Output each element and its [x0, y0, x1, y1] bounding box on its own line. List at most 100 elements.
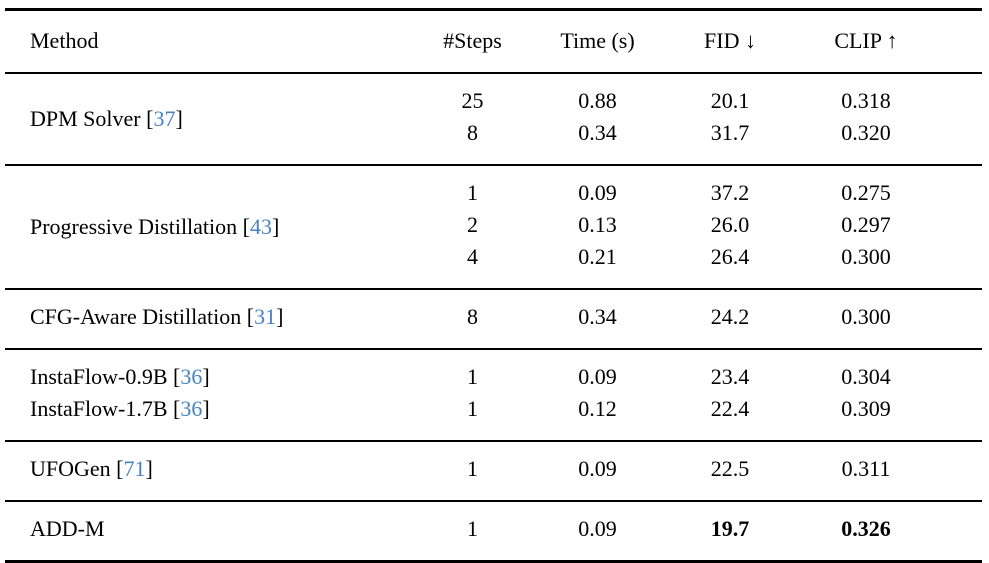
table-row: CFG-Aware Distillation 31 8 0.34 24.2 0.… — [5, 289, 982, 349]
cell-clip: 0.318 — [841, 88, 891, 113]
method-label: CFG-Aware Distillation — [30, 304, 242, 329]
cell-time: 0.12 — [578, 396, 617, 421]
cell-steps: 25 — [461, 88, 484, 113]
citation: 43 — [243, 214, 280, 239]
row-spacer — [937, 349, 982, 393]
citation-link[interactable]: 31 — [254, 304, 277, 329]
cell-clip-best: 0.326 — [841, 516, 891, 541]
method-cell: ADD-M — [5, 501, 415, 562]
row-spacer — [937, 289, 982, 349]
cell-fid: 37.2 — [710, 180, 750, 205]
cell-fid: 23.4 — [710, 364, 750, 389]
cell-clip: 0.311 — [841, 456, 891, 481]
table-row: ADD-M 1 0.09 19.7 0.326 — [5, 501, 982, 562]
cell-time: 0.09 — [578, 456, 617, 481]
method-label: ADD-M — [30, 516, 105, 541]
citation-link[interactable]: 36 — [180, 396, 203, 421]
column-header-steps: #Steps — [443, 28, 502, 53]
cell-steps: 1 — [467, 456, 478, 481]
section-cfg-aware-distillation: CFG-Aware Distillation 31 8 0.34 24.2 0.… — [5, 289, 982, 349]
citation: 36 — [173, 364, 210, 389]
cell-fid: 26.0 — [710, 212, 750, 237]
cell-clip: 0.300 — [841, 304, 891, 329]
header-row: Method #Steps Time (s) FID ↓ CLIP ↑ — [5, 10, 982, 74]
method-cell: UFOGen 71 — [5, 441, 415, 501]
cell-time: 0.21 — [578, 244, 617, 269]
cell-time: 0.34 — [578, 120, 617, 145]
cell-time: 0.88 — [578, 88, 617, 113]
column-header-fid: FID ↓ — [704, 28, 756, 53]
section-dpm-solver: DPM Solver 37 25 0.88 20.1 0.318 8 0.34 … — [5, 73, 982, 165]
row-spacer — [937, 441, 982, 501]
cell-time: 0.09 — [578, 180, 617, 205]
cell-fid-best: 19.7 — [710, 516, 750, 541]
cell-steps: 8 — [467, 304, 478, 329]
method-label: UFOGen — [30, 456, 111, 481]
method-label: InstaFlow-1.7B — [30, 396, 168, 421]
method-cell: DPM Solver 37 — [5, 73, 415, 165]
row-spacer — [937, 73, 982, 117]
section-add-m: ADD-M 1 0.09 19.7 0.326 — [5, 501, 982, 562]
row-spacer — [937, 209, 982, 241]
table-row: 2 0.13 26.0 0.297 — [5, 209, 982, 241]
table-row: InstaFlow-0.9B 36 1 0.09 23.4 0.304 — [5, 349, 982, 393]
citation-link[interactable]: 43 — [249, 214, 272, 239]
method-cell: InstaFlow-1.7B 36 — [5, 393, 415, 441]
citation: 71 — [116, 456, 153, 481]
cell-steps: 4 — [467, 244, 478, 269]
row-spacer — [937, 165, 982, 209]
citation-link[interactable]: 37 — [153, 106, 176, 131]
row-spacer — [937, 501, 982, 562]
cell-clip: 0.309 — [841, 396, 891, 421]
method-cell: InstaFlow-0.9B 36 — [5, 349, 415, 393]
method-label: DPM Solver — [30, 106, 141, 131]
cell-time: 0.09 — [578, 516, 617, 541]
table-row: Progressive Distillation 43 1 0.09 37.2 … — [5, 165, 982, 239]
table-header: Method #Steps Time (s) FID ↓ CLIP ↑ — [5, 10, 982, 74]
cell-time: 0.13 — [578, 212, 617, 237]
cell-clip: 0.275 — [841, 180, 891, 205]
method-label: InstaFlow-0.9B — [30, 364, 168, 389]
row-spacer — [937, 117, 982, 165]
citation-link[interactable]: 36 — [180, 364, 203, 389]
citation-link[interactable]: 71 — [123, 456, 146, 481]
cell-fid: 22.5 — [710, 456, 750, 481]
method-cell: Progressive Distillation 43 — [5, 165, 415, 289]
cell-steps: 2 — [467, 212, 478, 237]
cell-steps: 1 — [467, 516, 478, 541]
results-table: Method #Steps Time (s) FID ↓ CLIP ↑ DPM … — [5, 8, 982, 563]
section-progressive-distillation: Progressive Distillation 43 1 0.09 37.2 … — [5, 165, 982, 289]
section-ufogen: UFOGen 71 1 0.09 22.5 0.311 — [5, 441, 982, 501]
cell-clip: 0.297 — [841, 212, 891, 237]
table-row: DPM Solver 37 25 0.88 20.1 0.318 — [5, 73, 982, 131]
citation: 36 — [173, 396, 210, 421]
results-table-container: Method #Steps Time (s) FID ↓ CLIP ↑ DPM … — [5, 8, 982, 563]
cell-time: 0.09 — [578, 364, 617, 389]
column-header-clip: CLIP ↑ — [834, 28, 898, 53]
citation: 37 — [146, 106, 183, 131]
cell-steps: 1 — [467, 364, 478, 389]
table-row: 4 0.21 26.4 0.300 — [5, 241, 982, 289]
table-row: InstaFlow-1.7B 36 1 0.12 22.4 0.309 — [5, 393, 982, 441]
column-header-time: Time (s) — [560, 28, 635, 53]
cell-clip: 0.300 — [841, 244, 891, 269]
cell-time: 0.34 — [578, 304, 617, 329]
column-header-method: Method — [30, 28, 99, 53]
table-row: 8 0.34 31.7 0.320 — [5, 117, 982, 165]
citation: 31 — [247, 304, 284, 329]
cell-steps: 1 — [467, 180, 478, 205]
header-spacer — [937, 10, 982, 74]
cell-clip: 0.320 — [841, 120, 891, 145]
cell-fid: 20.1 — [710, 88, 750, 113]
cell-fid: 31.7 — [710, 120, 750, 145]
section-instaflow: InstaFlow-0.9B 36 1 0.09 23.4 0.304 Inst… — [5, 349, 982, 441]
method-label: Progressive Distillation — [30, 214, 238, 239]
cell-steps: 1 — [467, 396, 478, 421]
row-spacer — [937, 241, 982, 289]
row-spacer — [937, 393, 982, 441]
cell-fid: 26.4 — [710, 244, 750, 269]
method-cell: CFG-Aware Distillation 31 — [5, 289, 415, 349]
cell-fid: 22.4 — [710, 396, 750, 421]
cell-steps: 8 — [467, 120, 478, 145]
cell-clip: 0.304 — [841, 364, 891, 389]
